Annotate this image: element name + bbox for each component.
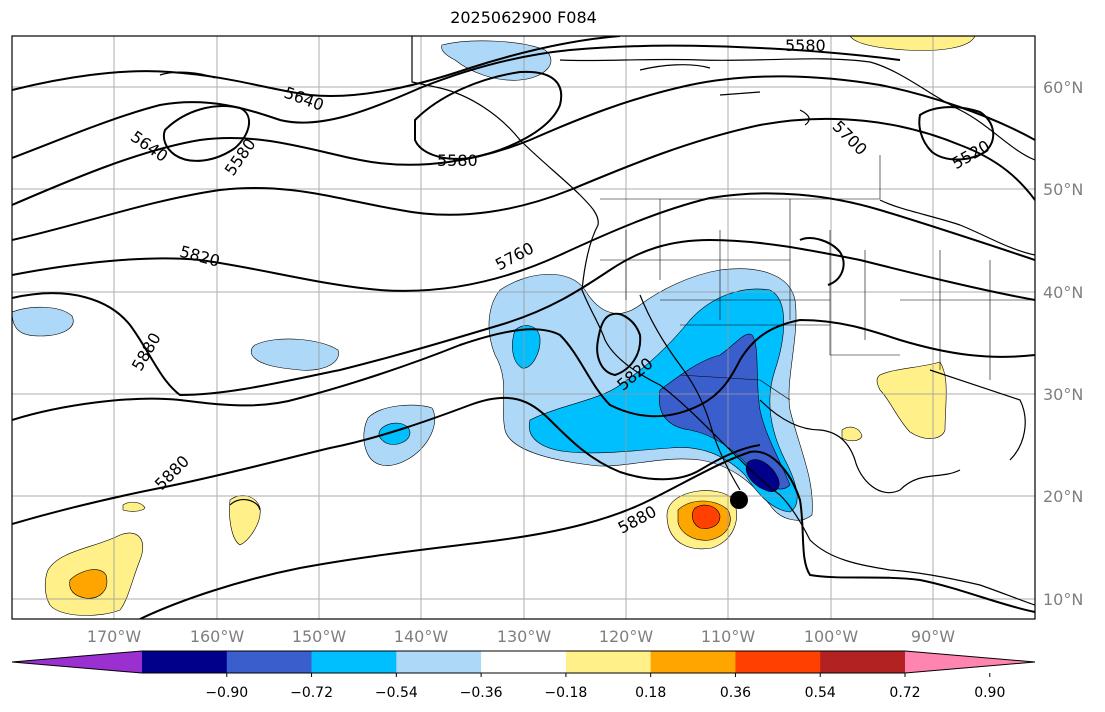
colorbar: −0.90 −0.72 −0.54 −0.36 −0.18 0.18 0.36 0.54 0.7…	[11, 650, 1036, 701]
lat-tick-label: 40°N	[1043, 283, 1083, 302]
longitude-ticks: 170°W 160°W 150°W 140°W 130°W 120°W 110°…	[87, 627, 955, 646]
colorbar-swatch	[820, 651, 906, 673]
negative-anomaly-region-central	[250, 338, 339, 371]
positive-anomaly-region-small	[122, 501, 146, 512]
map-title: 2025062900 F084	[450, 8, 597, 27]
colorbar-tick-label: 0.18	[635, 685, 666, 701]
colorbar-outline	[11, 650, 1036, 674]
lon-tick-label: 100°W	[804, 627, 859, 646]
lon-tick-label: 140°W	[394, 627, 449, 646]
map-frame	[11, 35, 1036, 620]
lon-tick-label: 90°W	[911, 627, 955, 646]
colorbar-tick-label: 0.90	[974, 685, 1005, 701]
lat-tick-label: 10°N	[1043, 590, 1083, 609]
colorbar-extension-high	[905, 651, 1035, 673]
colorbar-extension-low	[12, 651, 142, 673]
colorbar-tick-label: 0.36	[720, 685, 751, 701]
positive-anomaly-region-gulf	[876, 361, 947, 439]
lon-tick-label: 160°W	[190, 627, 245, 646]
colorbar-tick-label: −0.54	[375, 685, 418, 701]
positive-anomaly-region-gulf-small	[841, 426, 863, 442]
anomaly-fills	[12, 36, 976, 616]
negative-anomaly-region-inner1	[512, 325, 541, 369]
colorbar-swatch	[226, 651, 313, 673]
lon-tick-label: 150°W	[292, 627, 347, 646]
negative-anomaly-region-dark	[658, 333, 791, 490]
positive-anomaly-region-top	[849, 36, 976, 51]
colorbar-swatch	[650, 651, 736, 673]
lat-tick-label: 20°N	[1043, 487, 1083, 506]
negative-anomaly-region-west	[12, 306, 74, 337]
colorbar-tick-label: −0.72	[290, 685, 333, 701]
latitude-ticks: 60°N 50°N 40°N 30°N 20°N 10°N	[1043, 78, 1083, 609]
colorbar-tick-label: 0.54	[805, 685, 836, 701]
lon-tick-label: 120°W	[599, 627, 654, 646]
colorbar-swatch	[396, 651, 482, 673]
colorbar-swatch	[735, 651, 821, 673]
lat-tick-label: 30°N	[1043, 385, 1083, 404]
colorbar-swatch	[481, 651, 567, 673]
colorbar-tick-label: 0.72	[889, 685, 920, 701]
positive-anomaly-region-storm-red	[691, 504, 721, 529]
storm-center-marker	[730, 491, 748, 509]
gridlines	[12, 36, 1035, 619]
contour-label: 5580	[437, 151, 478, 170]
colorbar-swatch	[142, 651, 228, 673]
lon-tick-label: 170°W	[87, 627, 142, 646]
lat-tick-label: 60°N	[1043, 78, 1083, 97]
contour-label: 5580	[785, 36, 826, 55]
colorbar-tick-label: −0.90	[205, 685, 248, 701]
height-contours	[12, 36, 1035, 619]
colorbar-tick-label: −0.18	[544, 685, 587, 701]
lon-tick-label: 110°W	[701, 627, 756, 646]
colorbar-tick-label: −0.36	[460, 685, 503, 701]
lon-tick-label: 130°W	[497, 627, 552, 646]
coastlines	[159, 36, 1035, 606]
positive-anomaly-region-sw-orange	[69, 569, 108, 599]
colorbar-swatch	[565, 651, 652, 673]
negative-anomaly-region-darkest	[745, 459, 780, 492]
lat-tick-label: 50°N	[1043, 180, 1083, 199]
colorbar-swatch	[311, 651, 397, 673]
